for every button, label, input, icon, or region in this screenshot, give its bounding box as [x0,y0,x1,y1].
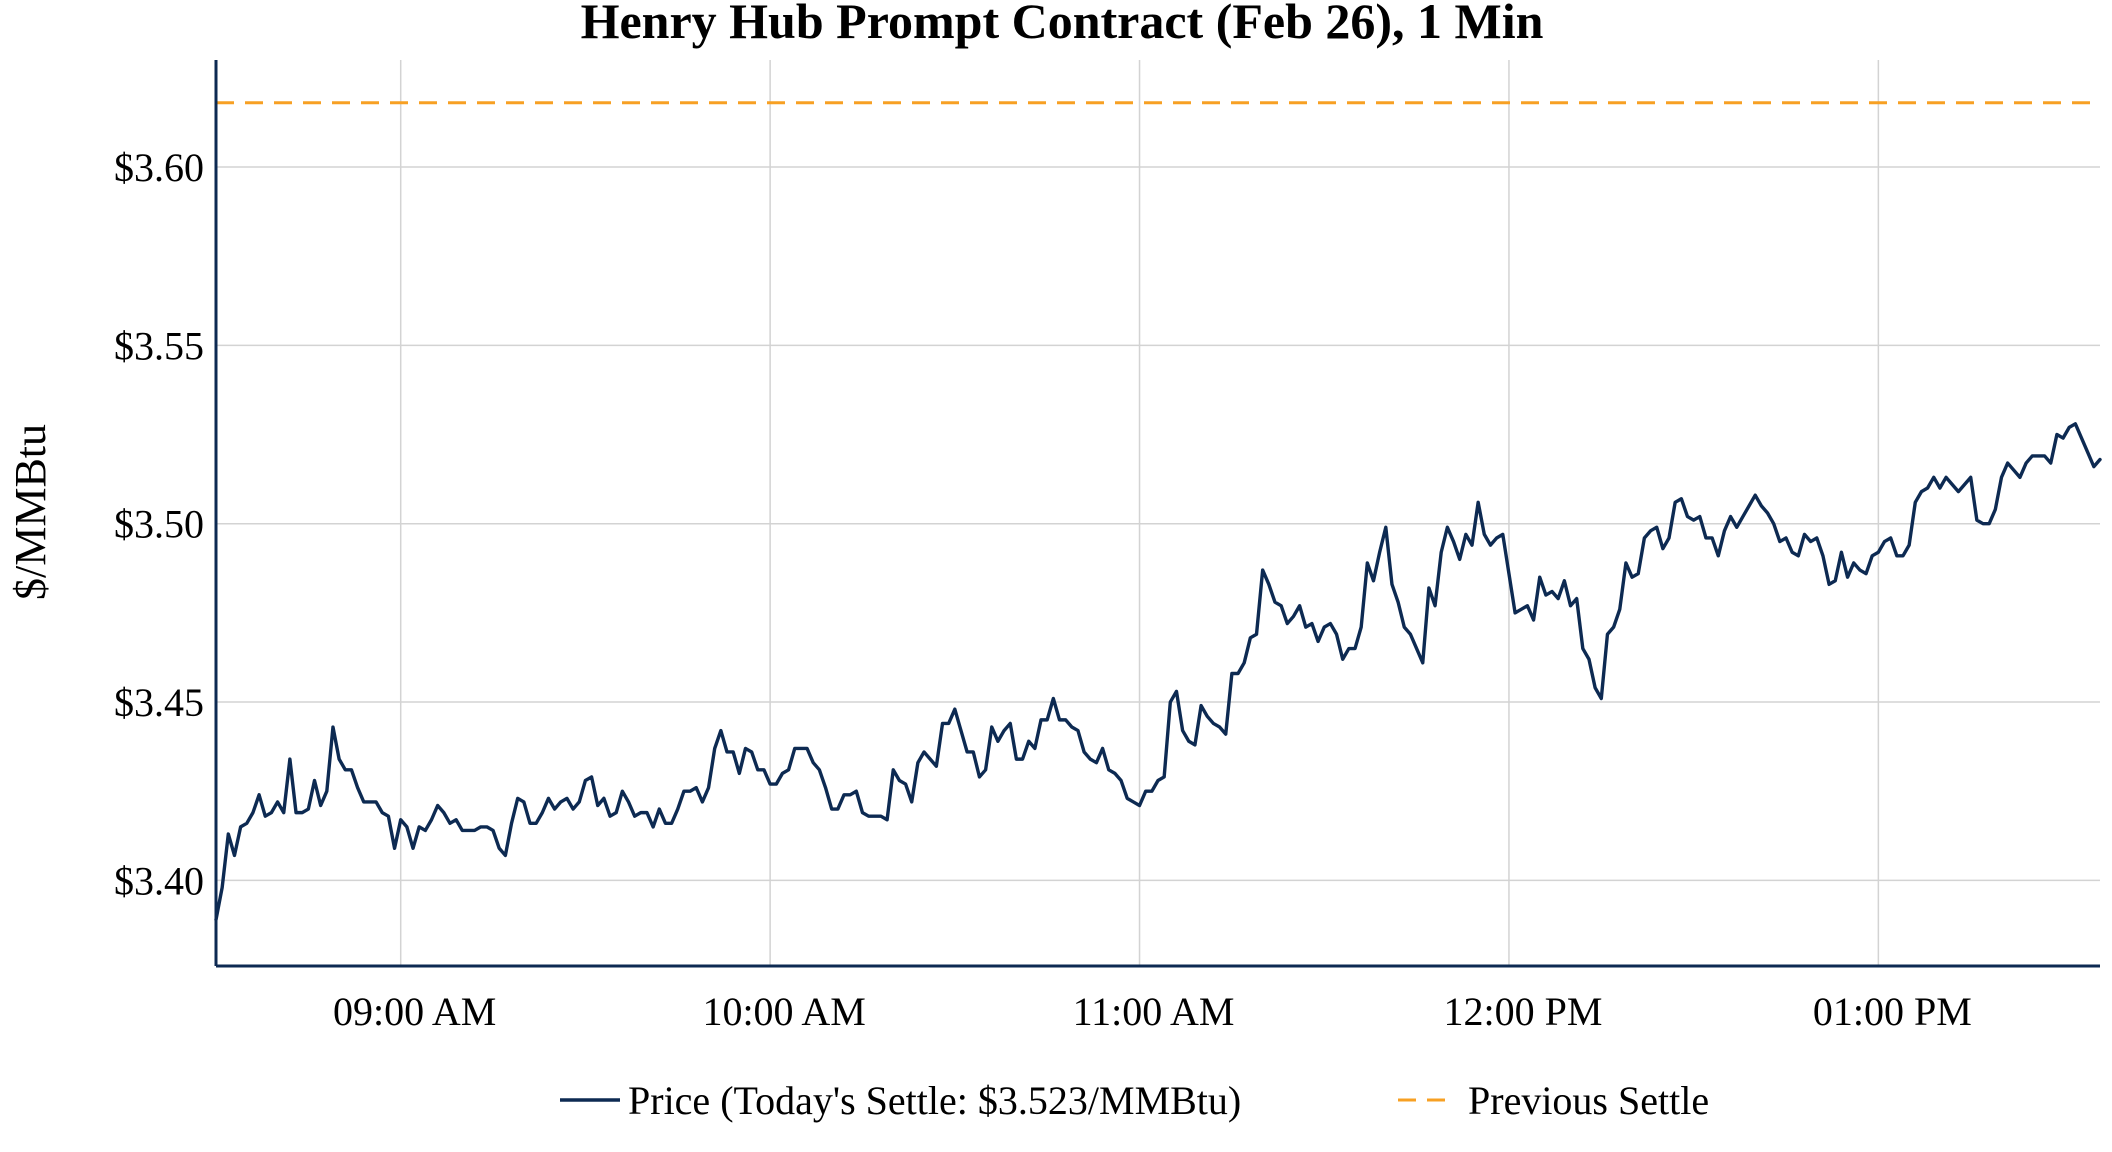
legend: Price (Today's Settle: $3.523/MMBtu) Pre… [560,1078,1709,1123]
x-tick-label: 10:00 AM [702,989,865,1034]
y-tick-label: $3.40 [114,858,204,903]
price-line [214,422,2102,922]
y-tick-labels: $3.40 $3.45 $3.50 $3.55 $3.60 [114,145,204,903]
x-gridlines [399,60,1880,966]
x-tick-label: 11:00 AM [1073,989,1235,1034]
chart-title: Henry Hub Prompt Contract (Feb 26), 1 Mi… [581,0,1544,49]
x-tick-label: 09:00 AM [333,989,496,1034]
x-tick-label: 01:00 PM [1813,989,1972,1034]
y-gridlines [216,166,2100,882]
y-tick-label: $3.45 [114,680,204,725]
y-tick-label: $3.55 [114,323,204,368]
legend-previous-settle-label: Previous Settle [1468,1078,1709,1123]
y-axis-title: $/MMBtu [6,424,55,600]
y-tick-label: $3.60 [114,145,204,190]
legend-price-label: Price (Today's Settle: $3.523/MMBtu) [628,1078,1241,1123]
y-tick-label: $3.50 [114,502,204,547]
x-tick-label: 12:00 PM [1443,989,1602,1034]
x-tick-labels: 09:00 AM 10:00 AM 11:00 AM 12:00 PM 01:00 PM [333,989,1972,1034]
